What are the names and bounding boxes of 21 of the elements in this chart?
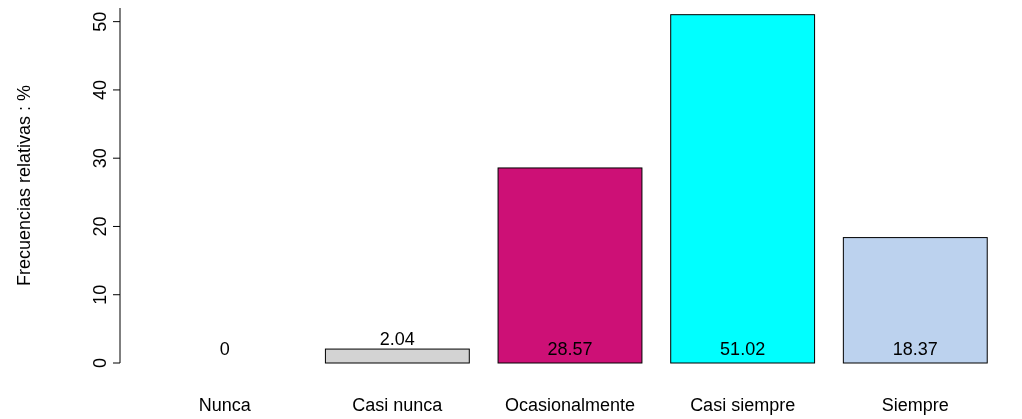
x-tick-label: Ocasionalmente	[504, 395, 636, 415]
bar	[324, 348, 470, 364]
x-tick-label: Siempre	[881, 395, 949, 415]
x-tick-label: Casi nunca	[352, 395, 444, 415]
data-label: 0	[219, 339, 230, 359]
y-tick-label: 10	[90, 284, 110, 305]
y-tick-label: 40	[90, 79, 110, 100]
y-tick-label: 50	[90, 11, 110, 32]
data-label: 18.37	[892, 339, 938, 359]
data-label: 28.57	[547, 339, 593, 359]
y-tick-label: 0	[90, 357, 110, 369]
y-axis-title: Frecuencias relativas : %	[14, 84, 34, 287]
y-tick-label: 30	[90, 148, 110, 169]
data-label: 2.04	[379, 329, 415, 350]
y-tick-label: 20	[90, 216, 110, 237]
bar	[497, 167, 643, 364]
bar	[670, 14, 816, 364]
x-tick-label: Nunca	[198, 395, 252, 415]
data-label: 51.02	[720, 339, 766, 359]
x-tick-label: Casi siempre	[690, 395, 796, 415]
bar	[842, 237, 988, 364]
